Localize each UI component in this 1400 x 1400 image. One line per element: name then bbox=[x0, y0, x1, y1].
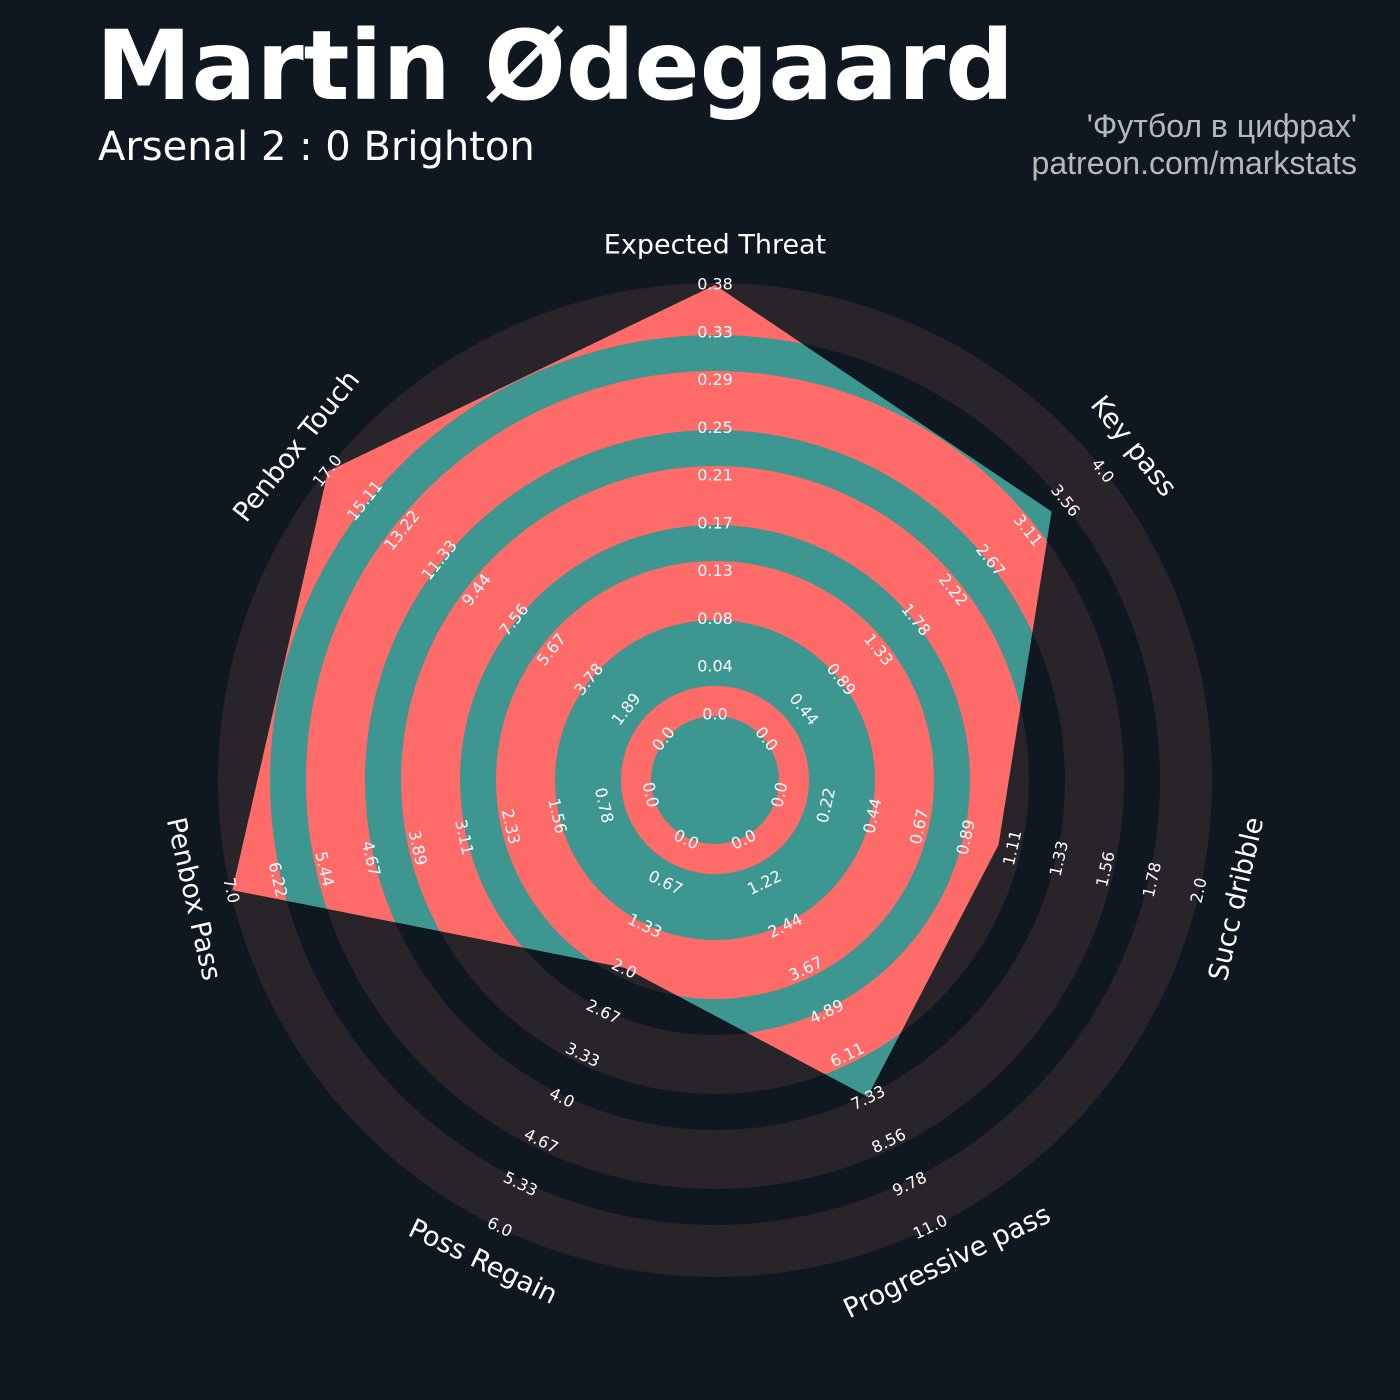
tick-label: 0.0 bbox=[702, 705, 727, 724]
param-label: Succ dribble bbox=[1203, 814, 1270, 983]
tick-label: 0.17 bbox=[697, 513, 733, 532]
credit-source: 'Футбол в цифрах' bbox=[1086, 108, 1357, 144]
player-ring-band bbox=[620, 685, 810, 875]
tick-label: 0.38 bbox=[697, 275, 733, 294]
player-ring-bands bbox=[232, 285, 1052, 1097]
tick-label: 0.33 bbox=[697, 322, 733, 341]
player-name-title: Martin Ødegaard bbox=[96, 10, 1014, 122]
tick-label: 0.29 bbox=[697, 370, 733, 389]
param-label: Expected Threat bbox=[604, 230, 826, 261]
tick-label: 0.21 bbox=[697, 466, 733, 485]
credit-link: patreon.com/markstats bbox=[1031, 145, 1357, 181]
param-label: Penbox Pass bbox=[160, 815, 227, 984]
tick-label: 0.13 bbox=[697, 561, 733, 580]
match-subtitle: Arsenal 2 : 0 Brighton bbox=[98, 124, 535, 170]
tick-label: 0.04 bbox=[697, 657, 733, 676]
tick-label: 0.25 bbox=[697, 418, 733, 437]
tick-label: 0.08 bbox=[697, 609, 733, 628]
